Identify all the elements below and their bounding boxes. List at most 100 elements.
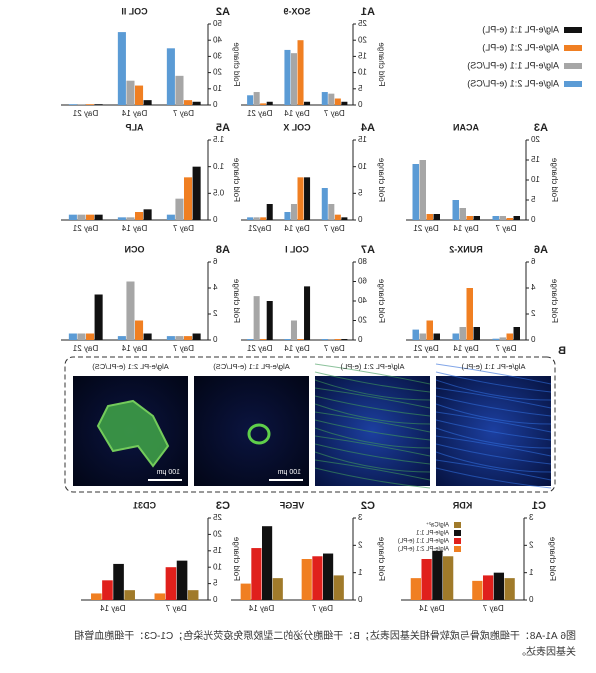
bar: [184, 100, 193, 105]
panel-title: COL X: [283, 122, 310, 132]
caption: 图6 A1-A8：干细胞成骨与成软骨相关基因表达；B：干细胞分泌的二型胶原免疫荧…: [74, 629, 576, 658]
panel-title: ALP: [126, 122, 144, 132]
legend-label: Alg/e-PL 1:1 (e-PL): [482, 24, 559, 34]
x-tick-label: Day 14: [121, 109, 147, 118]
bar: [504, 578, 515, 600]
bar: [472, 580, 483, 600]
panel-label: A1: [361, 6, 375, 18]
bar: [323, 553, 334, 600]
bar: [68, 104, 77, 105]
y-tick-label: 30: [212, 52, 221, 61]
y-tick-label: 0: [212, 335, 217, 344]
bar: [192, 333, 201, 340]
y-tick-label: 20: [357, 35, 366, 44]
bar: [341, 217, 348, 220]
y-tick-label: 0: [357, 595, 362, 604]
x-tick-label: Day 7: [495, 224, 516, 233]
panel-label: A3: [534, 122, 548, 134]
panel-title: ACAN: [453, 122, 479, 132]
fiber: [435, 387, 552, 409]
bar: [433, 214, 440, 220]
bar: [328, 93, 335, 105]
y-tick-label: 10: [357, 162, 366, 171]
micrograph-label: Alg/e-PL 2:1 (e-PL): [340, 362, 404, 371]
bar: [68, 214, 77, 220]
x-tick-label: Day 14: [453, 344, 479, 353]
legend-swatch: [564, 45, 582, 51]
bar: [506, 218, 513, 220]
bar: [513, 216, 520, 220]
y-tick-label: 0: [212, 100, 217, 109]
panel-title: KDR: [452, 500, 472, 510]
y-tick-label: 2: [357, 540, 362, 549]
panel-label: C1: [532, 500, 546, 512]
bar: [304, 177, 311, 220]
bar: [443, 556, 454, 600]
fiber: [314, 371, 431, 393]
fiber: [314, 411, 431, 433]
bar: [499, 216, 506, 220]
bar: [312, 556, 323, 600]
x-tick-label: Day 21: [413, 224, 439, 233]
x-tick-label: Day 14: [419, 604, 445, 613]
bar: [334, 98, 341, 105]
bar: [321, 188, 328, 220]
y-tick-label: 60: [357, 277, 366, 286]
y-tick-label: 3: [357, 513, 362, 522]
panel-b-frame: [64, 356, 556, 493]
bar: [77, 214, 86, 220]
y-tick-label: 1: [528, 568, 533, 577]
fiber: [314, 459, 431, 481]
y-axis-label: Fold change: [232, 278, 241, 323]
bar: [419, 160, 426, 220]
y-tick-label: 1: [357, 568, 362, 577]
legend-label: Alg/e-PL 2:1 (e-PL): [398, 547, 449, 553]
y-tick-label: 4: [212, 283, 217, 292]
bar: [184, 336, 193, 340]
micrograph-label: Alg/e-PL 1:1 (e-PL/CS): [213, 362, 290, 371]
scale-bar-label: 100 μm: [277, 469, 301, 476]
x-tick-label: Day 7: [173, 344, 194, 353]
cell-cluster: [96, 399, 170, 468]
y-tick-label: 1.0: [212, 162, 224, 171]
bar: [459, 208, 466, 220]
fiber: [435, 427, 552, 449]
bar: [290, 204, 297, 220]
legend-swatch: [454, 538, 461, 544]
fiber: [314, 403, 431, 425]
bar: [452, 200, 459, 220]
legend-swatch: [564, 63, 582, 69]
y-tick-label: 25: [212, 513, 221, 522]
x-tick-label: Day 21: [246, 109, 272, 118]
legend-label: Alg/e-PL 1:1 (e-PL): [398, 539, 449, 545]
y-axis-label: Fold change: [377, 278, 386, 323]
micrograph-bg: [194, 376, 309, 486]
bar: [143, 333, 152, 340]
fiber: [435, 395, 552, 417]
x-tick-label: Day 14: [453, 224, 479, 233]
legend-label: Alg/Ca²⁺: [426, 522, 449, 529]
y-tick-label: 10: [530, 175, 539, 184]
y-tick-label: 25: [357, 19, 366, 28]
y-axis-label: Fold change: [377, 536, 386, 581]
bar: [113, 563, 124, 600]
fiber: [314, 467, 431, 489]
x-tick-label: Day 14: [284, 109, 310, 118]
bar: [284, 339, 291, 340]
x-tick-label: Day 7: [173, 224, 194, 233]
bar: [192, 101, 201, 105]
y-tick-label: 40: [357, 296, 366, 305]
fiber: [314, 443, 431, 465]
panel-title: OCN: [125, 244, 145, 254]
y-tick-label: 20: [212, 530, 221, 539]
y-tick-label: 0: [357, 100, 362, 109]
bar: [135, 320, 144, 340]
bar: [94, 104, 103, 105]
bar: [473, 327, 480, 340]
fiber: [435, 467, 552, 489]
bar: [432, 550, 443, 600]
bar: [284, 49, 291, 105]
legend-swatch: [454, 530, 461, 536]
y-tick-label: 15: [357, 52, 366, 61]
y-tick-label: 4: [530, 283, 535, 292]
